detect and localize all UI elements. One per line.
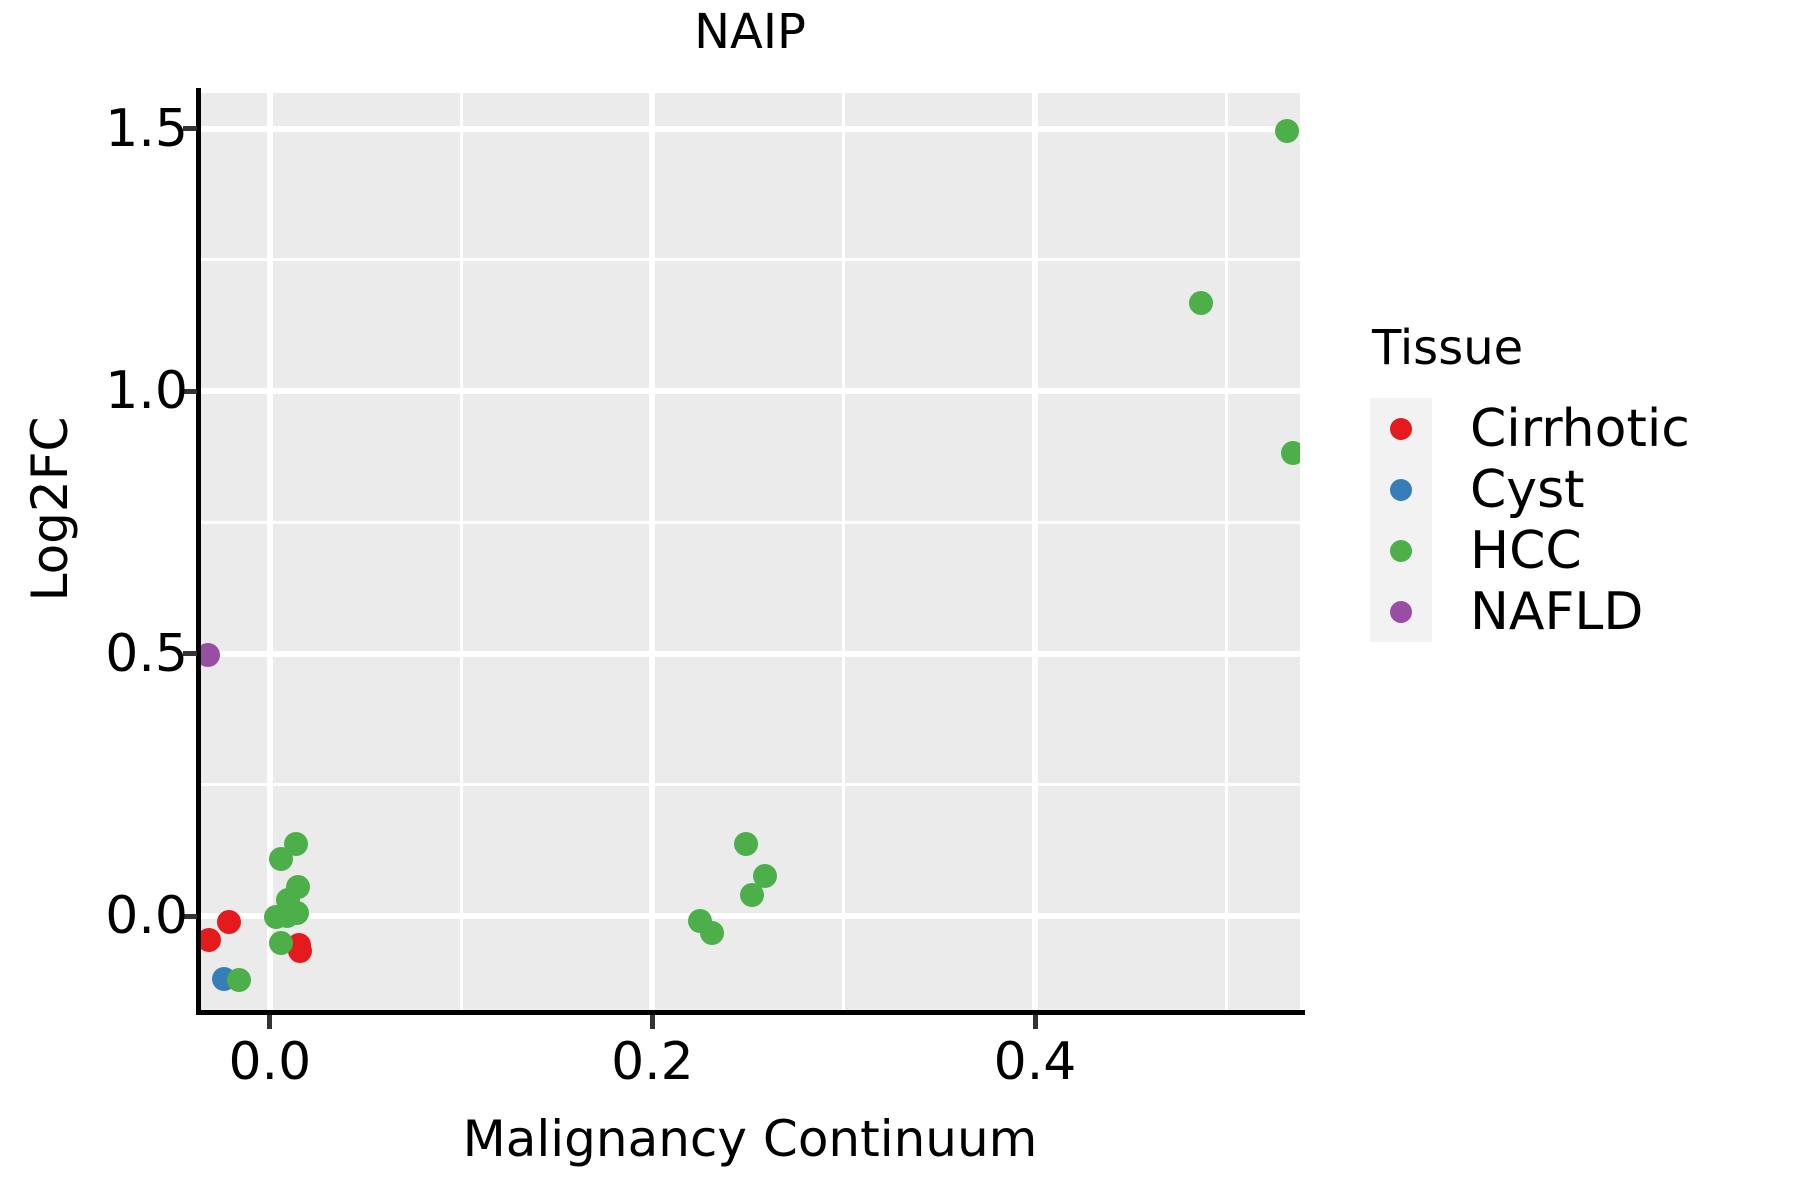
gridline-horizontal-major: [200, 125, 1300, 132]
x-tick-mark: [267, 1015, 273, 1029]
y-tick-label: 0.0: [105, 886, 188, 947]
x-axis-title: Malignancy Continuum: [462, 1110, 1038, 1168]
legend-item-hcc[interactable]: HCC: [1370, 520, 1790, 581]
x-tick-label: 0.0: [228, 1032, 312, 1092]
legend-item-cirrhotic[interactable]: Cirrhotic: [1370, 398, 1790, 459]
legend-marker-dot-icon: [1390, 600, 1412, 623]
data-point-hcc[interactable]: [283, 832, 308, 857]
gridline-horizontal-major: [200, 913, 1300, 920]
data-point-hcc[interactable]: [1281, 440, 1300, 465]
legend-item-label: Cirrhotic: [1470, 398, 1690, 459]
data-point-cirrhotic[interactable]: [216, 910, 241, 935]
legend-item-label: HCC: [1470, 520, 1582, 581]
legend-item-cyst[interactable]: Cyst: [1370, 459, 1790, 520]
data-point-cirrhotic[interactable]: [200, 928, 221, 953]
legend-key-swatch: [1370, 398, 1432, 459]
data-point-nafld[interactable]: [200, 642, 220, 667]
x-tick-mark: [1032, 1015, 1038, 1029]
data-point-hcc[interactable]: [1274, 118, 1299, 143]
page-title: NAIP: [694, 4, 806, 60]
legend-marker-dot-icon: [1390, 539, 1412, 562]
x-tick-mark: [649, 1015, 655, 1029]
gridline-horizontal-major: [200, 650, 1300, 657]
legend-key-swatch: [1370, 459, 1432, 520]
gridline-vertical-minor: [1224, 93, 1228, 1010]
y-tick-mark: [183, 388, 197, 394]
x-axis-line: [196, 1010, 1305, 1015]
data-point-hcc[interactable]: [734, 832, 759, 857]
legend-key-swatch: [1370, 581, 1432, 642]
gridline-vertical-major: [266, 93, 273, 1010]
legend-item-label: Cyst: [1470, 459, 1585, 520]
gridline-horizontal-major: [200, 388, 1300, 395]
legend-item-nafld[interactable]: NAFLD: [1370, 581, 1790, 642]
legend-title: Tissue: [1372, 320, 1524, 376]
y-tick-label: 1.5: [105, 98, 188, 159]
y-axis-line: [196, 88, 201, 1015]
y-tick-label: 0.5: [105, 623, 188, 684]
y-tick-label: 1.0: [105, 361, 188, 422]
gridline-vertical-minor: [459, 93, 463, 1010]
data-point-hcc[interactable]: [263, 904, 288, 929]
legend-marker-dot-icon: [1390, 417, 1412, 440]
y-tick-mark: [183, 651, 197, 657]
gridline-horizontal-minor: [200, 258, 1300, 262]
legend-key-swatch: [1370, 520, 1432, 581]
plot-panel: [200, 93, 1300, 1010]
data-point-hcc[interactable]: [739, 883, 764, 908]
legend-items: Cirrhotic Cyst HCC NAFLD: [1370, 398, 1790, 642]
data-point-hcc[interactable]: [269, 930, 294, 955]
data-point-hcc[interactable]: [227, 967, 252, 992]
data-point-hcc[interactable]: [1189, 290, 1214, 315]
gridline-vertical-major: [649, 93, 656, 1010]
gridline-horizontal-minor: [200, 783, 1300, 787]
y-tick-mark: [183, 126, 197, 132]
data-point-hcc[interactable]: [699, 921, 724, 946]
gridline-horizontal-minor: [200, 520, 1300, 524]
gridline-vertical-major: [1032, 93, 1039, 1010]
y-tick-mark: [183, 913, 197, 919]
legend-marker-dot-icon: [1390, 478, 1412, 501]
x-tick-label: 0.2: [611, 1032, 694, 1092]
gridline-vertical-minor: [842, 93, 846, 1010]
x-tick-label: 0.4: [993, 1032, 1077, 1092]
legend-item-label: NAFLD: [1470, 581, 1644, 642]
legend: Tissue Cirrhotic Cyst HCC NAFLD: [1370, 320, 1790, 642]
y-axis-title: Log2FC: [21, 416, 79, 602]
